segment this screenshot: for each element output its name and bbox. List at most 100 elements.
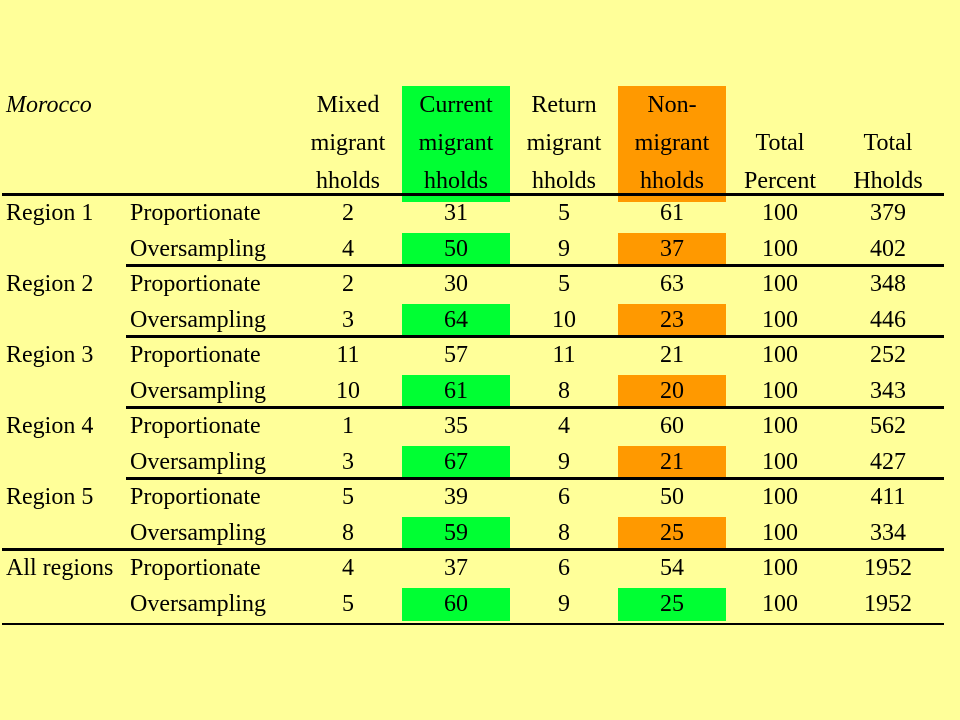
table-cell-hh: 348 bbox=[870, 271, 906, 297]
table-cell-hh: 446 bbox=[870, 306, 906, 333]
table-cell-non: 25 bbox=[660, 519, 684, 546]
table-cell-current: 61 bbox=[444, 377, 468, 404]
nonmigrant-cell-highlight bbox=[618, 516, 726, 550]
current-cell-highlight bbox=[402, 516, 510, 550]
group-rule-3 bbox=[126, 406, 944, 409]
table-cell-mixed: 1 bbox=[342, 413, 354, 439]
table-cell-hh: 402 bbox=[870, 235, 906, 262]
table-cell-return: 6 bbox=[558, 555, 570, 581]
table-cell-return: 9 bbox=[558, 448, 570, 475]
table-cell-hh: 379 bbox=[870, 200, 906, 226]
current-cell-highlight bbox=[402, 587, 510, 621]
sampling-type-label: Oversampling bbox=[130, 235, 266, 262]
bottom-rule bbox=[2, 623, 944, 625]
table-cell-mixed: 3 bbox=[342, 306, 354, 333]
table-title: Morocco bbox=[6, 92, 92, 118]
group-rule-5 bbox=[2, 548, 944, 551]
table-cell-pct: 100 bbox=[762, 519, 798, 546]
table-cell-return: 5 bbox=[558, 200, 570, 226]
table-cell-current: 67 bbox=[444, 448, 468, 475]
column-header-return-line-1: Return bbox=[531, 92, 597, 118]
sampling-type-label: Proportionate bbox=[130, 555, 261, 581]
group-rule-4 bbox=[126, 477, 944, 480]
table-cell-hh: 411 bbox=[870, 484, 906, 510]
region-label: Region 4 bbox=[6, 413, 94, 439]
group-rule-1 bbox=[126, 264, 944, 267]
table-cell-mixed: 2 bbox=[342, 271, 354, 297]
table-cell-pct: 100 bbox=[762, 448, 798, 475]
column-header-current-line-1: Current bbox=[419, 92, 493, 118]
table-cell-pct: 100 bbox=[762, 484, 798, 510]
header-rule bbox=[2, 193, 944, 196]
table-cell-mixed: 2 bbox=[342, 200, 354, 226]
table-cell-return: 9 bbox=[558, 590, 570, 617]
table-cell-hh: 1952 bbox=[864, 590, 912, 617]
table-cell-pct: 100 bbox=[762, 200, 798, 226]
table-cell-mixed: 11 bbox=[336, 342, 360, 368]
table-cell-current: 37 bbox=[444, 555, 468, 581]
column-header-mixed-line-2: migrant bbox=[310, 130, 386, 156]
table-cell-hh: 334 bbox=[870, 519, 906, 546]
sampling-type-label: Proportionate bbox=[130, 484, 261, 510]
table-cell-mixed: 5 bbox=[342, 590, 354, 617]
table-cell-pct: 100 bbox=[762, 377, 798, 404]
table-cell-pct: 100 bbox=[762, 590, 798, 617]
table-cell-return: 10 bbox=[552, 306, 576, 333]
table-cell-current: 39 bbox=[444, 484, 468, 510]
column-header-non-line-2: migrant bbox=[634, 130, 710, 156]
region-label: All regions bbox=[6, 555, 114, 581]
table-cell-current: 64 bbox=[444, 306, 468, 333]
column-header-hh-line-3: Hholds bbox=[853, 168, 923, 194]
current-cell-highlight bbox=[402, 445, 510, 479]
table-cell-return: 11 bbox=[552, 342, 576, 368]
sampling-type-label: Proportionate bbox=[130, 342, 261, 368]
current-cell-highlight bbox=[402, 374, 510, 408]
table-cell-return: 8 bbox=[558, 377, 570, 404]
column-header-pct-line-3: Percent bbox=[744, 168, 816, 194]
sampling-type-label: Proportionate bbox=[130, 271, 261, 297]
table-cell-return: 8 bbox=[558, 519, 570, 546]
table-cell-return: 9 bbox=[558, 235, 570, 262]
table-cell-return: 5 bbox=[558, 271, 570, 297]
table-cell-non: 63 bbox=[660, 271, 684, 297]
table-cell-non: 23 bbox=[660, 306, 684, 333]
column-header-pct-line-2: Total bbox=[755, 130, 805, 156]
table-cell-non: 21 bbox=[660, 342, 684, 368]
table-cell-current: 35 bbox=[444, 413, 468, 439]
table-cell-mixed: 8 bbox=[342, 519, 354, 546]
nonmigrant-cell-highlight bbox=[618, 374, 726, 408]
table-cell-return: 4 bbox=[558, 413, 570, 439]
region-label: Region 2 bbox=[6, 271, 94, 297]
table-cell-pct: 100 bbox=[762, 555, 798, 581]
table-cell-mixed: 4 bbox=[342, 235, 354, 262]
region-label: Region 1 bbox=[6, 200, 94, 226]
table-cell-pct: 100 bbox=[762, 413, 798, 439]
sampling-type-label: Proportionate bbox=[130, 200, 261, 226]
header-highlight-non bbox=[618, 86, 726, 202]
table-cell-non: 54 bbox=[660, 555, 684, 581]
header-highlight-current bbox=[402, 86, 510, 202]
table-cell-current: 60 bbox=[444, 590, 468, 617]
table-cell-hh: 1952 bbox=[864, 555, 912, 581]
table-cell-current: 59 bbox=[444, 519, 468, 546]
table-cell-pct: 100 bbox=[762, 306, 798, 333]
sampling-type-label: Oversampling bbox=[130, 590, 266, 617]
table-cell-return: 6 bbox=[558, 484, 570, 510]
column-header-return-line-2: migrant bbox=[526, 130, 602, 156]
region-label: Region 5 bbox=[6, 484, 94, 510]
current-cell-highlight bbox=[402, 303, 510, 337]
sampling-type-label: Oversampling bbox=[130, 377, 266, 404]
column-header-mixed-line-3: hholds bbox=[315, 168, 380, 194]
table-cell-non: 21 bbox=[660, 448, 684, 475]
sampling-type-label: Oversampling bbox=[130, 519, 266, 546]
sampling-type-label: Proportionate bbox=[130, 413, 261, 439]
table-cell-pct: 100 bbox=[762, 271, 798, 297]
table-cell-mixed: 3 bbox=[342, 448, 354, 475]
sampling-type-label: Oversampling bbox=[130, 448, 266, 475]
nonmigrant-cell-highlight bbox=[618, 445, 726, 479]
table-cell-mixed: 5 bbox=[342, 484, 354, 510]
nonmigrant-cell-highlight bbox=[618, 303, 726, 337]
table-cell-current: 57 bbox=[444, 342, 468, 368]
table-cell-hh: 343 bbox=[870, 377, 906, 404]
